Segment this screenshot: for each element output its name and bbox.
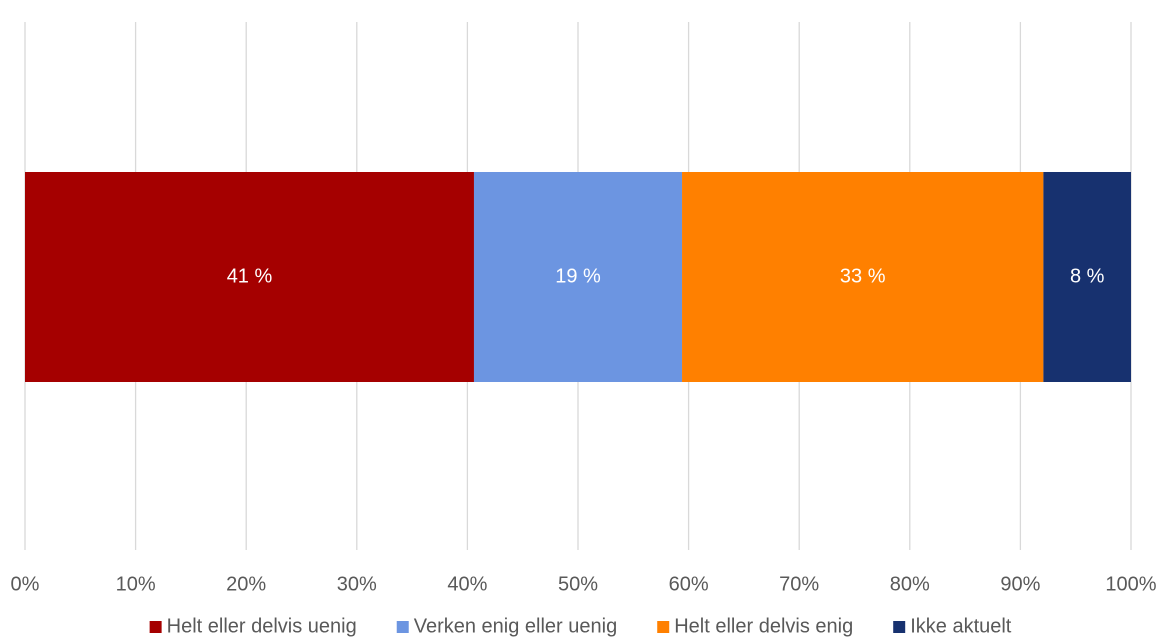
data-label: 33 % bbox=[840, 265, 886, 287]
legend: Helt eller delvis uenig Verken enig eller… bbox=[149, 615, 1012, 637]
legend-label: Helt eller delvis uenig bbox=[167, 615, 357, 637]
legend-label: Helt eller delvis enig bbox=[674, 615, 853, 637]
bar-segment bbox=[25, 172, 474, 382]
bar-segment bbox=[473, 172, 683, 382]
legend-swatch bbox=[149, 621, 162, 633]
x-tick-label: 50% bbox=[558, 573, 598, 595]
legend-label: Verken enig eller uenig bbox=[414, 615, 617, 637]
legend-label: Ikke aktuelt bbox=[910, 615, 1012, 637]
bar-segments bbox=[25, 172, 1131, 382]
data-label: 19 % bbox=[555, 265, 601, 287]
x-tick-label: 70% bbox=[779, 573, 819, 595]
legend-swatch bbox=[657, 621, 670, 633]
x-axis-tick-labels: 0% 10% 20% 30% 40% 50% 60% 70% 80% 90% 100% bbox=[11, 573, 1157, 595]
data-label: 41 % bbox=[227, 265, 273, 287]
x-tick-label: 30% bbox=[337, 573, 377, 595]
legend-swatch bbox=[893, 621, 906, 633]
bar-segment bbox=[682, 172, 1044, 382]
x-tick-label: 0% bbox=[11, 573, 40, 595]
x-tick-label: 60% bbox=[669, 573, 709, 595]
segment-labels: 41 % 19 % 33 % 8 % bbox=[227, 265, 1105, 287]
legend-swatch bbox=[396, 621, 409, 633]
x-tick-label: 100% bbox=[1105, 573, 1156, 595]
x-tick-label: 10% bbox=[116, 573, 156, 595]
x-tick-label: 20% bbox=[226, 573, 266, 595]
data-label: 8 % bbox=[1070, 265, 1105, 287]
x-tick-label: 80% bbox=[890, 573, 930, 595]
bar-segment bbox=[1043, 172, 1131, 382]
x-tick-label: 40% bbox=[447, 573, 487, 595]
x-tick-label: 90% bbox=[1000, 573, 1040, 595]
